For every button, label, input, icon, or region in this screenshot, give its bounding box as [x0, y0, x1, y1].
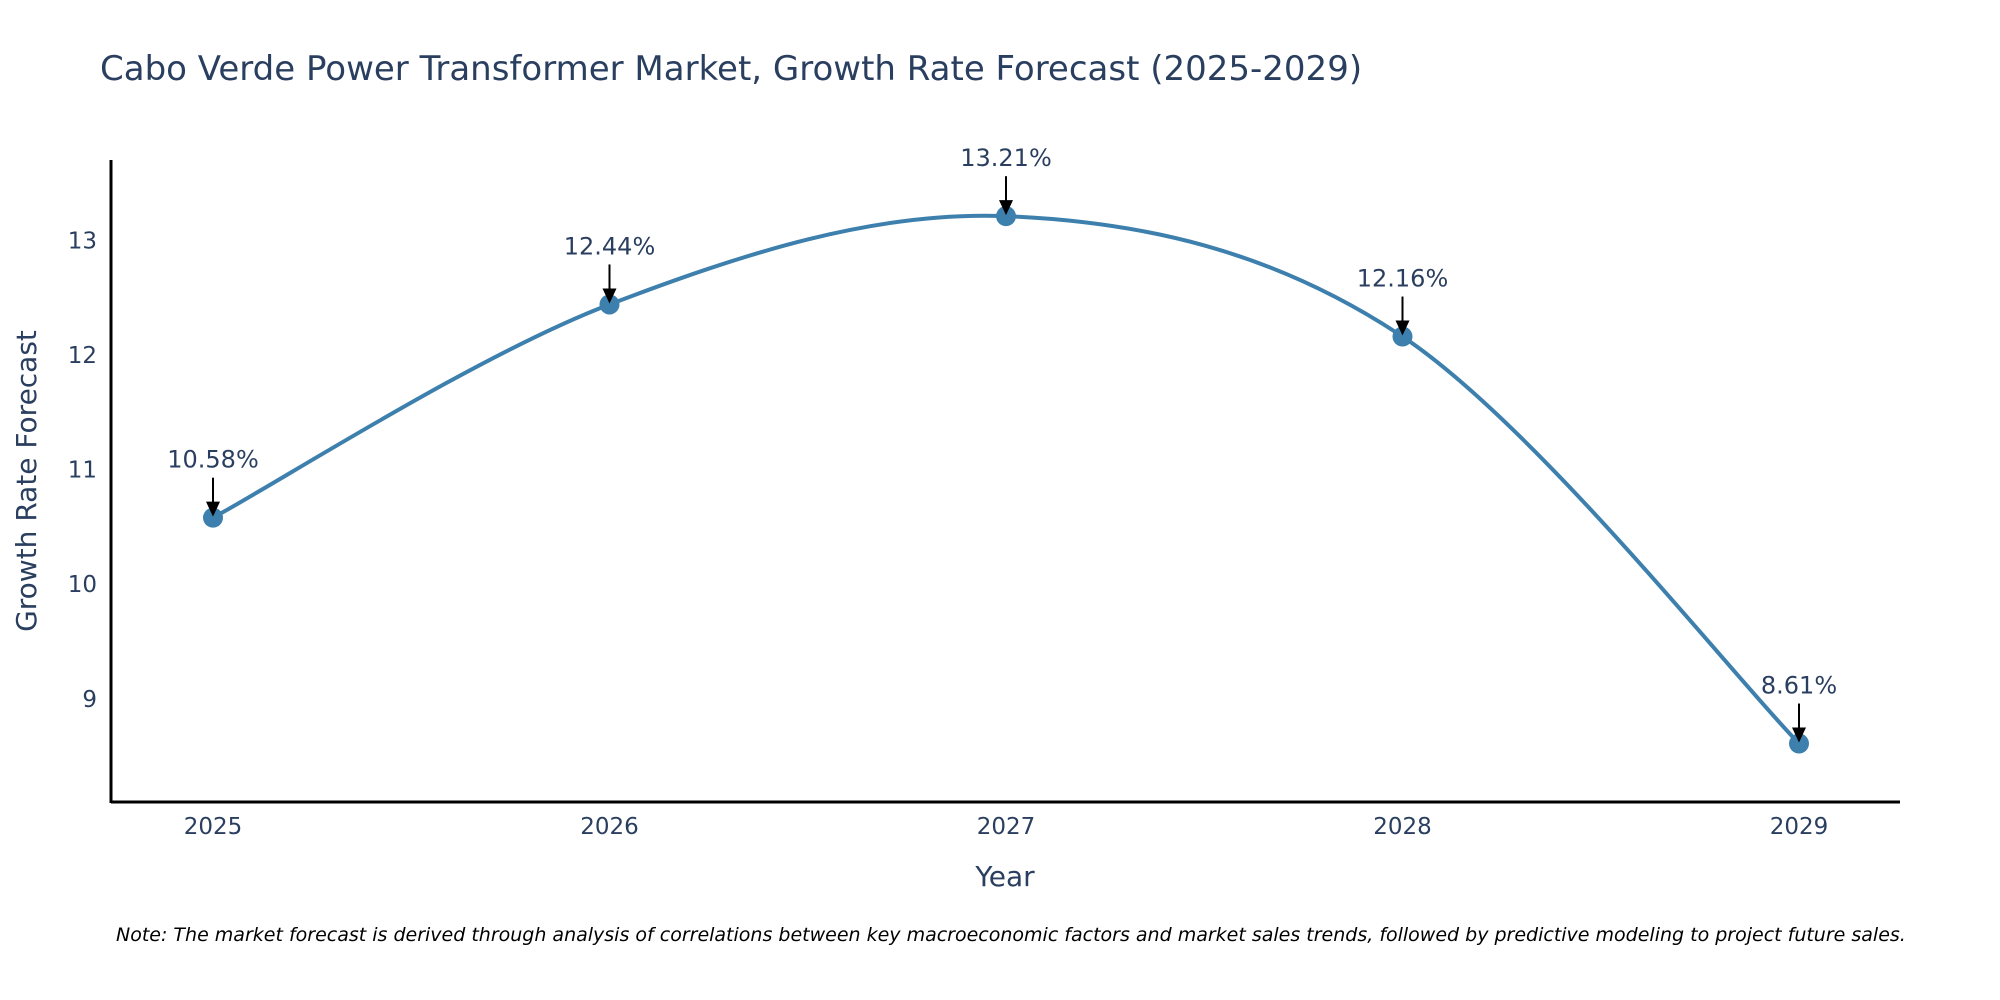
data-label: 10.58% — [167, 446, 259, 474]
y-tick-label: 9 — [82, 687, 97, 713]
y-tick-label: 10 — [68, 572, 97, 598]
annotation-arrowhead — [999, 200, 1013, 216]
annotation-arrowhead — [1395, 320, 1410, 336]
data-label: 13.21% — [960, 144, 1052, 172]
y-tick-label: 13 — [68, 228, 97, 254]
x-tick-labels: 2025 2026 2027 2028 2029 — [184, 814, 1829, 840]
data-point — [1392, 326, 1413, 347]
x-tick-label: 2027 — [977, 814, 1036, 840]
data-point — [1789, 733, 1809, 754]
x-tick-label: 2028 — [1373, 814, 1432, 840]
data-point — [996, 206, 1016, 227]
axes — [109, 160, 1900, 804]
annotation-arrowhead — [1792, 727, 1806, 743]
data-point — [599, 294, 620, 315]
annotation-arrowhead — [206, 501, 220, 517]
x-tick-label: 2026 — [580, 814, 639, 840]
y-axis-title: Growth Rate Forecast — [10, 330, 43, 632]
x-tick-label: 2029 — [1770, 814, 1829, 840]
series-growth-rate — [203, 206, 1809, 754]
series-line — [211, 213, 1801, 746]
chart-note: Note: The market forecast is derived thr… — [116, 924, 1906, 946]
data-point — [203, 507, 223, 528]
data-label: 12.16% — [1357, 265, 1449, 293]
data-label: 8.61% — [1761, 672, 1837, 700]
chart-title: Cabo Verde Power Transformer Market, Gro… — [100, 49, 1362, 89]
data-label: 12.44% — [564, 232, 656, 260]
y-tick-label: 12 — [68, 343, 97, 369]
y-tick-labels: 9 10 11 12 13 — [68, 228, 97, 713]
y-tick-label: 11 — [68, 458, 97, 484]
x-tick-label: 2025 — [184, 814, 243, 840]
x-axis-title: Year — [974, 860, 1035, 893]
data-annotations: 10.58% 12.44% 13.21% 12.16% 8.61% — [167, 144, 1837, 743]
annotation-arrowhead — [602, 288, 617, 304]
